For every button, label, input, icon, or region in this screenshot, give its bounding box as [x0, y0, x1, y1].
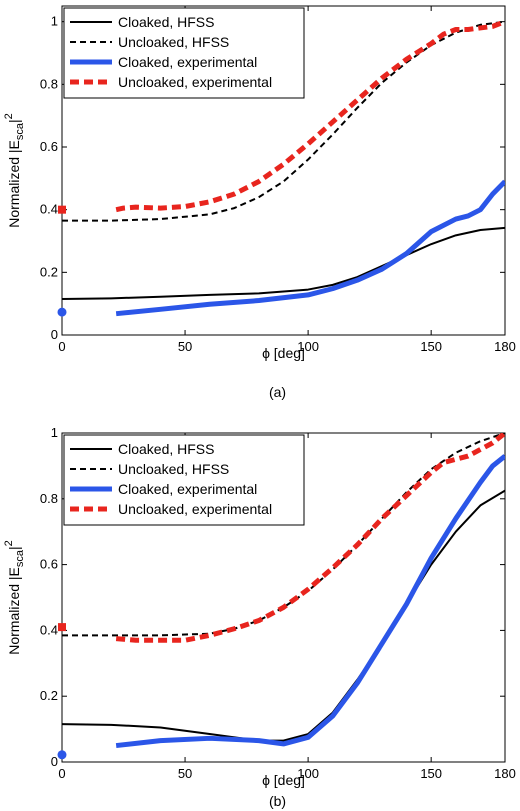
chart-2: 0 50 100 150 180 0 0.2 0.4 0.6 0.8 1 Cloaked, HFSS U…	[3, 425, 516, 809]
chart-1-legend-label-2: Uncloaked, HFSS	[118, 34, 229, 50]
chart-2-x-tick-label: 50	[178, 766, 192, 781]
chart-1-series-3-line	[115, 179, 505, 317]
chart-2-y-axis-label-bar: |	[6, 546, 22, 550]
chart-2-y-axis-label-sub: sca	[14, 549, 26, 567]
chart-1-y-axis-label-bar: |	[6, 119, 22, 123]
chart-1-y-axis-label-main: Normalized |E	[6, 140, 22, 228]
chart-2-plot-frame	[61, 432, 506, 763]
chart-2-x-tick-label: 180	[494, 766, 516, 781]
chart-2-x-axis-label: ϕ [deg]	[262, 772, 305, 788]
chart-2-legend: Cloaked, HFSS Uncloaked, HFSS Cloaked, exp…	[63, 434, 305, 526]
chart-1-series-4-line	[115, 19, 505, 213]
chart-1-data-layer	[62, 19, 505, 317]
chart-2-series-4-line	[115, 433, 505, 643]
chart-1-x-tick-label: 180	[494, 339, 516, 354]
chart-1-y-tick-label: 1	[51, 14, 58, 29]
chart-2-y-axis-label: Normalized |Esca|2	[3, 540, 26, 655]
chart-2-series-3-marker	[57, 750, 67, 760]
chart-2-y-tick-label: 0.2	[40, 688, 58, 703]
chart-1-x-tick-label: 50	[178, 339, 192, 354]
chart-2-x-tick-label: 100	[297, 766, 319, 781]
chart-1-x-tick-label: 150	[420, 339, 442, 354]
chart-1-caption: (a)	[269, 384, 286, 400]
chart-1-x-axis-label: ϕ [deg]	[262, 345, 305, 361]
chart-2-legend-label-4: Uncloaked, experimental	[118, 501, 272, 517]
chart-2-y-tick-label: 0.4	[40, 622, 58, 637]
chart-2-series-4-marker	[58, 623, 66, 632]
chart-1-y-axis-label-sub: sca	[14, 122, 26, 140]
chart-2-legend-label-2: Uncloaked, HFSS	[118, 461, 229, 477]
chart-1-x-tick-label: 100	[297, 339, 319, 354]
chart-2-legend-label-1: Cloaked, HFSS	[118, 441, 214, 457]
chart-1-legend-label-4: Uncloaked, experimental	[118, 74, 272, 90]
chart-1-legend-label-3: Cloaked, experimental	[118, 54, 257, 70]
chart-2-series-2-line	[62, 433, 505, 637]
chart-1: 0 50 100 150 180 0 0.2 0.4 0.6 0.8 1 Cloaked, HFSS U…	[3, 5, 516, 400]
chart-2-x-tick-label: 150	[420, 766, 442, 781]
chart-1-legend-label-1: Cloaked, HFSS	[118, 14, 214, 30]
chart-2-x-tick-label: 0	[58, 766, 65, 781]
chart-1-series-3-marker	[57, 307, 67, 317]
chart-1-x-tick-label: 0	[58, 339, 65, 354]
chart-1-y-tick-label: 0.6	[40, 139, 58, 154]
chart-1-series-2-line	[62, 20, 505, 222]
chart-2-series-3-line	[115, 454, 505, 749]
chart-2-y-tick-label: 0	[51, 754, 58, 769]
chart-2-series-1-line	[62, 489, 505, 742]
chart-2-caption: (b)	[269, 793, 286, 809]
chart-2-y-tick-label: 1	[51, 425, 58, 440]
chart-1-y-tick-label: 0.2	[40, 264, 58, 279]
chart-1-series-1-line	[62, 226, 505, 300]
chart-2-y-axis-label-sup: 2	[3, 540, 15, 546]
chart-2-data-layer	[62, 433, 505, 749]
chart-1-legend: Cloaked, HFSS Uncloaked, HFSS Cloaked, exp…	[63, 7, 305, 99]
chart-2-y-tick-label: 0.6	[40, 557, 58, 572]
chart-1-plot-frame	[61, 5, 506, 336]
chart-1-y-axis-label: Normalized |Esca|2	[3, 113, 26, 228]
chart-2-legend-label-3: Cloaked, experimental	[118, 481, 257, 497]
chart-1-series-4-marker	[58, 205, 66, 214]
chart-1-y-tick-label: 0.4	[40, 202, 58, 217]
chart-1-y-axis-label-sup: 2	[3, 113, 15, 119]
chart-2-y-tick-label: 0.8	[40, 491, 58, 506]
chart-2-y-axis-label-main: Normalized |E	[6, 567, 22, 655]
chart-1-y-tick-label: 0.8	[40, 76, 58, 91]
chart-1-y-tick-label: 0	[51, 327, 58, 342]
